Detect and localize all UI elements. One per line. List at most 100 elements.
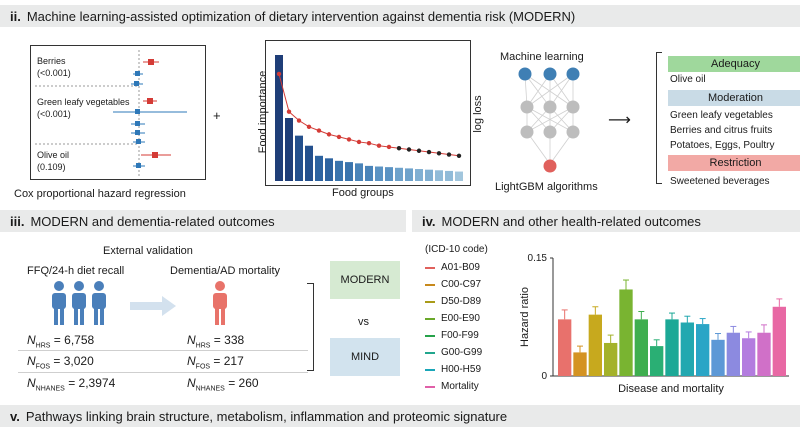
section-iv-title: MODERN and other health-related outcomes [441,213,701,229]
forest-label-glv: Green leafy vegetables [37,97,130,107]
people-group-icon [52,281,106,325]
plus-sign: + [213,108,221,123]
importance-bar [405,168,413,181]
importance-bar [275,55,283,181]
right-count-0: NHRS = 338 [187,333,245,350]
ml-caption: LightGBM algorithms [495,181,598,193]
hazard-bar [742,338,756,376]
section-ii-header: ii. Machine learning-assisted optimizati… [0,5,800,27]
hazard-y-tick-label: 0 [541,371,547,382]
logloss-point [416,148,422,153]
section-v-header: v. Pathways linking brain structure, met… [0,405,800,427]
section-iii-numeral: iii. [10,213,25,229]
logloss-label: log loss [472,95,484,133]
legend-item-5: G00-G99 [425,347,482,358]
importance-bar [395,167,403,181]
section-ii-numeral: ii. [10,8,21,24]
left-count-1: NFOS = 3,020 [27,354,94,371]
right-count-2: NNHANES = 260 [187,376,259,393]
hazard-bar [680,322,694,376]
neural-network-diagram [518,67,580,173]
forest-points [113,59,187,168]
importance-bar [435,170,443,181]
importance-bar [345,162,353,181]
importance-bar [355,163,363,181]
logloss-point [276,71,282,77]
category-adequacy: Adequacy [668,56,800,72]
importance-bar [285,118,293,181]
importance-bar [335,160,343,181]
logloss-point [356,139,362,145]
importance-ylabel: Food importance [257,70,269,154]
left-heading: FFQ/24-h diet recall [27,265,125,277]
section-ii-title: Machine learning-assisted optimization o… [26,8,576,24]
category-moderation-item-0: Green leafy vegetables [670,110,773,121]
section-iv-numeral: iv. [422,213,436,229]
logloss-point [336,134,342,140]
legend-item-0: A01-B09 [425,262,480,273]
legend-item-4: F00-F99 [425,330,479,341]
logloss-point [306,124,312,130]
importance-bar [385,167,393,181]
forest-label-berries: Berries [37,56,66,66]
forest-p-glv: (<0.001) [37,109,71,119]
legend-item-6: H00-H59 [425,364,481,375]
legend-item-1: C00-C97 [425,279,481,290]
arrow-to-categories: ⟶ [608,112,631,129]
left-count-0: NHRS = 6,758 [27,333,95,350]
left-count-2: NNHANES = 2,3974 [27,376,116,393]
logloss-point [396,146,402,151]
logloss-point [406,147,412,152]
modern-box: MODERN [330,261,400,299]
logloss-point [296,118,302,123]
forest-plot-panel: Berries (<0.001) Green leafy vegetables … [30,45,206,180]
importance-bar [325,158,333,181]
section-iii-title: MODERN and dementia-related outcomes [30,213,275,229]
importance-chart [275,55,463,181]
importance-xlabel: Food groups [332,187,394,199]
hazard-xlabel: Disease and mortality [618,383,724,395]
hazard-bar [650,346,664,376]
importance-bar [455,171,463,181]
logloss-point [456,153,462,158]
hazard-y-tick-label: 0.15 [528,253,548,264]
legend-item-7: Mortality [425,381,479,392]
importance-bar [295,135,303,181]
logloss-point [436,151,442,156]
logloss-point [326,132,332,137]
icd-legend: (ICD-10 code) A01-B09 C00-C97 D50-D89 E0… [425,244,520,392]
ml-title: Machine learning [500,51,584,63]
hazard-bar [619,289,633,376]
vs-label: vs [358,316,369,328]
logloss-point [286,109,292,114]
legend-item-3: E00-E90 [425,313,480,324]
logloss-point [346,137,352,142]
logloss-point [316,128,322,133]
hazard-bar [665,319,679,376]
forest-label-olive: Olive oil [37,150,70,160]
section-v-numeral: v. [10,408,20,424]
hazard-bar [772,306,786,376]
logloss-point [366,141,372,146]
hazard-bar [604,342,618,376]
importance-bar [415,169,423,181]
hazard-bar [757,332,771,376]
hazard-chart: 0 0.15 Hazard ratio Disease and mortality [519,253,789,395]
category-restriction: Restriction [668,155,800,171]
hazard-bar [588,314,602,376]
section-iii-header: iii. MODERN and dementia-related outcome… [0,210,406,232]
hazard-bar [634,319,648,376]
forest-p-berries: (<0.001) [37,68,71,78]
hazard-bar [711,339,725,376]
hazard-ylabel: Hazard ratio [519,287,531,347]
right-heading: Dementia/AD mortality [170,265,281,277]
count-divider-1 [18,350,308,351]
mind-box: MIND [330,338,400,376]
count-divider-2 [18,372,308,373]
importance-bar [445,170,453,181]
category-moderation: Moderation [668,90,800,106]
importance-bar [305,145,313,181]
person-icon [213,281,227,325]
importance-bar [365,165,373,181]
logloss-point [386,144,392,150]
